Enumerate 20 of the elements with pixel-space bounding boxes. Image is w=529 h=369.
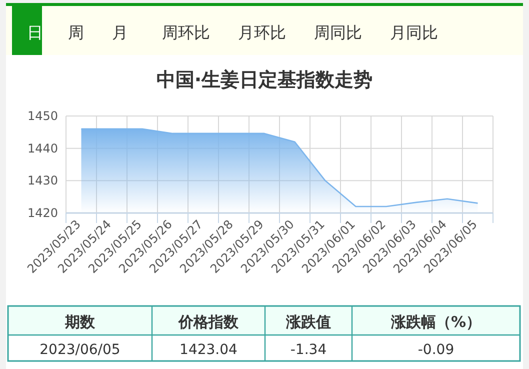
text: 周同比 [314,23,362,42]
text: 日 [27,23,43,42]
y-tick-label: 1420 [27,206,58,220]
y-tick-label: 1440 [27,141,58,156]
text: 1423.04 [180,342,238,358]
text: -0.09 [418,342,454,358]
text: 2023/06/05 [40,342,120,358]
text: 月环比 [238,23,286,42]
text: -1.34 [290,342,327,358]
text: 涨跌值 [285,313,331,331]
text: 周环比 [162,23,210,42]
y-tick-label: 1450 [27,109,58,123]
text: 月 [112,23,128,42]
y-tick-label: 1430 [27,174,58,188]
text: 期数 [64,313,96,331]
text: 月同比 [390,23,438,42]
chart-title: 中国·生姜日定基指数走势 [156,69,373,91]
text: 周 [68,23,84,42]
text: 价格指数 [178,313,240,331]
text: 涨跌幅（%） [390,313,482,331]
